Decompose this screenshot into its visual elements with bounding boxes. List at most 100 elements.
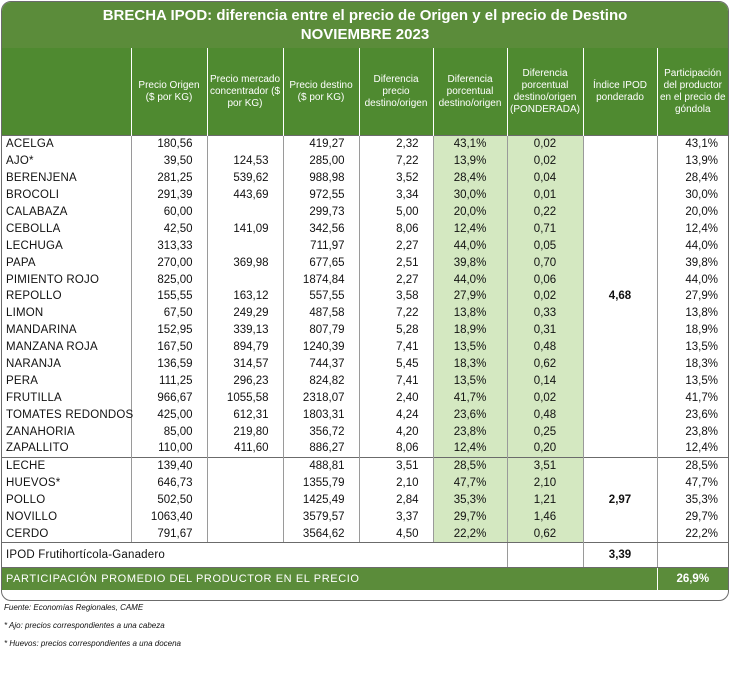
header-dif-ponderada: Diferencia porcentual destino/origen (PO… [506,48,583,136]
header-precio-destino: Precio destino ($ por KG) [282,48,359,136]
dif-ponderada: 0,20 [506,440,583,458]
precio-origen: 139,40 [130,456,207,475]
table-row: NARANJA 136,59 314,57 744,37 5,45 18,3% 0,62 18… [2,355,728,373]
table-row: ZAPALLITO 110,00 411,60 886,27 8,06 12,4% 0,20… [2,440,728,458]
precio-origen: 85,00 [130,423,207,441]
precio-destino: 744,37 [282,355,359,373]
empty-cell [656,542,728,569]
product-name: ZANAHORIA [6,425,75,438]
header-precio-mercado: Precio mercado concentrador ($ por KG) [206,48,283,136]
ipod-total-label: IPOD Frutihortícola-Ganadero [2,542,165,569]
product-name: NARANJA [6,358,62,371]
product-name: POLLO [6,494,46,507]
dif-porcentual: 18,3% [432,355,507,373]
participacion: 47,7% [656,474,728,492]
dif-porcentual: 12,4% [432,440,507,458]
product-name: PAPA [6,256,36,269]
precio-origen: 1063,40 [130,508,207,526]
participacion-row: PARTICIPACIÓN PROMEDIO DEL PRODUCTOR EN … [2,567,728,591]
precio-mercado: 339,13 [206,321,283,339]
header-indice-ipod: Índice IPOD ponderado [582,48,657,136]
empty-cell [207,542,283,569]
header-row: Precio Origen ($ por KG) Precio mercado … [2,48,728,136]
dif-porcentual: 35,3% [432,491,507,509]
table-row: MANZANA ROJA 167,50 894,79 1240,39 7,41 13,5%… [2,338,728,356]
ipod-total-value: 3,39 [582,542,657,569]
table-row: CALABAZA 60,00 299,73 5,00 20,0% 0,22 20,0% [2,203,728,221]
dif-porcentual: 13,9% [432,152,507,170]
empty-cell [433,542,507,569]
participacion: 29,7% [656,508,728,526]
precio-mercado [206,456,283,475]
precio-mercado [206,474,283,492]
dif-porcentual: 13,5% [432,338,507,356]
diferencia: 8,06 [358,440,433,458]
participacion: 35,3% [656,491,728,509]
participacion: 12,4% [656,440,728,458]
precio-origen: 152,95 [130,321,207,339]
diferencia: 7,41 [358,372,433,390]
precio-mercado: 124,53 [206,152,283,170]
diferencia: 2,32 [358,134,433,153]
dif-porcentual: 39,8% [432,254,507,272]
table-row: LIMON 67,50 249,29 487,58 7,22 13,8% 0,33 13,8% [2,304,728,322]
precio-origen: 791,67 [130,525,207,544]
product-name: BROCOLI [6,189,60,202]
precio-mercado [206,525,283,544]
precio-mercado [206,134,283,153]
diferencia: 8,06 [358,220,433,238]
dif-ponderada: 0,62 [506,355,583,373]
product-name: ZAPALLITO [6,442,69,455]
precio-mercado: 443,69 [206,186,283,204]
product-name: CALABAZA [6,206,68,218]
participacion: 27,9% [656,288,728,305]
header-participacion: Participación del productor en el precio… [656,48,728,136]
table-row: ZANAHORIA 85,00 219,80 356,72 4,20 23,8% 0,25 2… [2,423,728,441]
dif-porcentual: 27,9% [432,288,507,305]
table-row: MANDARINA 152,95 339,13 807,79 5,28 18,9% 0,31… [2,321,728,339]
diferencia: 3,58 [358,288,433,305]
product-name: LECHUGA [6,239,63,252]
diferencia: 4,50 [358,525,433,544]
precio-mercado: 1055,58 [206,389,283,407]
table-row: BROCOLI 291,39 443,69 972,55 3,34 30,0% 0,01 30… [2,186,728,204]
participacion: 12,4% [656,220,728,238]
dif-porcentual: 44,0% [432,271,507,289]
table-row: PERA 111,25 296,23 824,82 7,41 13,5% 0,14 13,5% [2,372,728,390]
precio-mercado [206,237,283,255]
table-row: POLLO 502,50 1425,49 2,84 35,3% 1,21 35,3% [2,491,728,509]
dif-porcentual: 28,4% [432,169,507,187]
precio-origen: 825,00 [130,271,207,289]
precio-destino: 972,55 [282,186,359,204]
precio-mercado [206,491,283,509]
diferencia: 2,40 [358,389,433,407]
dif-porcentual: 23,8% [432,423,507,441]
empty-cell [283,542,359,569]
header-product [2,48,131,136]
header-diferencia: Diferencia precio destino/origen [358,48,433,136]
table-row: TOMATES REDONDOS 425,00 612,31 1803,31 4,24 2… [2,406,728,424]
footnote-source: Fuente: Economías Regionales, CAME [4,603,144,612]
diferencia: 2,27 [358,237,433,255]
empty-cell [359,542,433,569]
participacion: 13,5% [656,372,728,390]
ipod-table: Precio Origen ($ por KG) Precio mercado … [2,48,728,591]
diferencia: 2,51 [358,254,433,272]
footnote-huevos: * Huevos: precios correspondientes a una… [4,639,181,648]
dif-porcentual: 43,1% [432,134,507,153]
diferencia: 3,51 [358,456,433,475]
participacion: 30,0% [656,186,728,204]
footnotes: Fuente: Economías Regionales, CAME * Ajo… [4,603,181,657]
precio-destino: 3579,57 [282,508,359,526]
dif-ponderada: 0,02 [506,288,583,305]
precio-origen: 42,50 [130,220,207,238]
dif-porcentual: 13,5% [432,372,507,390]
diferencia: 5,00 [358,203,433,221]
participacion: 43,1% [656,134,728,153]
precio-mercado [206,271,283,289]
group1-indice-ipod: 4,68 [582,135,657,458]
precio-destino: 824,82 [282,372,359,390]
diferencia: 5,28 [358,321,433,339]
precio-origen: 111,25 [130,372,207,390]
precio-mercado [206,203,283,221]
